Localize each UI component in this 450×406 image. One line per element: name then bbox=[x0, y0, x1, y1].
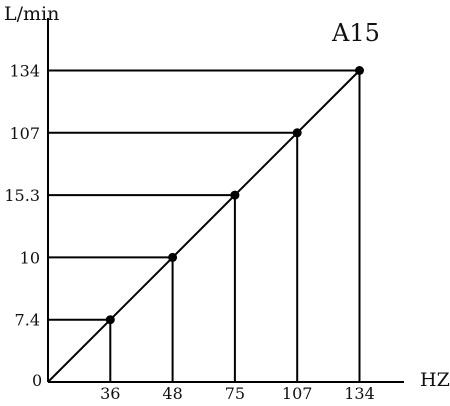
x-tick-label: 75 bbox=[225, 384, 245, 403]
x-tick-label: 36 bbox=[100, 384, 120, 403]
data-point bbox=[292, 128, 302, 138]
y-tick-label: 15.3 bbox=[4, 186, 40, 205]
y-tick-label: 134 bbox=[9, 62, 40, 81]
series-line bbox=[47, 69, 361, 383]
x-tick-label: 107 bbox=[282, 384, 313, 403]
y-axis-label: L/min bbox=[4, 3, 59, 25]
y-tick-label: 7.4 bbox=[15, 311, 40, 330]
y-tick-label: 107 bbox=[9, 124, 40, 143]
origin-label: 0 bbox=[32, 371, 42, 390]
data-point bbox=[230, 190, 240, 200]
chart-title: A15 bbox=[331, 19, 380, 47]
x-tick-label: 134 bbox=[344, 384, 375, 403]
y-tick-label: 10 bbox=[20, 248, 40, 267]
data-point bbox=[355, 66, 364, 75]
data-point bbox=[168, 252, 178, 262]
data-point bbox=[105, 315, 115, 325]
x-tick-label: 48 bbox=[162, 384, 182, 403]
x-axis-label: HZ bbox=[420, 369, 450, 391]
